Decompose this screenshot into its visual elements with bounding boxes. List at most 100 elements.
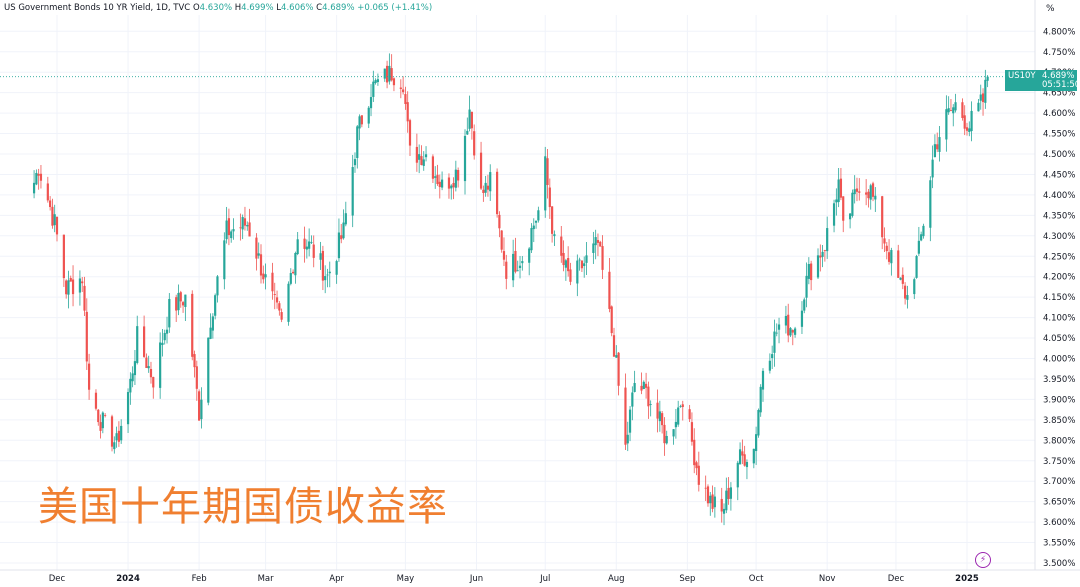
- candle-body: [337, 232, 341, 259]
- x-tick-label: Jun: [469, 574, 483, 584]
- candle-body: [986, 76, 989, 81]
- price-tag-price: 4.689%: [1042, 71, 1075, 81]
- candle-body: [583, 263, 586, 267]
- y-tick-label: 4.650%: [1043, 89, 1075, 99]
- y-tick-label: 3.550%: [1043, 539, 1075, 549]
- candle-body: [452, 182, 455, 188]
- axis-unit-label[interactable]: %: [1046, 4, 1055, 14]
- candle-body: [663, 424, 666, 444]
- candle-body: [775, 332, 778, 334]
- candle-body: [257, 253, 260, 256]
- candle-body: [239, 227, 242, 229]
- candle-body: [120, 425, 123, 441]
- candle-body: [175, 297, 178, 311]
- candle-body: [241, 217, 244, 230]
- candle-body: [899, 277, 902, 280]
- candle-body: [777, 324, 781, 330]
- last-price-tag: US10Y 4.689% 05:51:50: [1005, 70, 1080, 91]
- chart-legend: US Government Bonds 10 YR Yield, 1D, TVC…: [4, 3, 432, 13]
- candle-body: [473, 131, 476, 156]
- candle-body: [949, 110, 953, 111]
- candle-body: [115, 433, 118, 441]
- candle-body: [214, 295, 217, 316]
- candle-body: [887, 252, 891, 262]
- candle-body: [755, 434, 758, 452]
- candle-body: [551, 206, 554, 234]
- y-tick-label: 3.700%: [1043, 477, 1075, 487]
- candle-body: [981, 93, 985, 103]
- candle-body: [874, 195, 877, 200]
- candle-body: [463, 135, 467, 182]
- candle-body: [184, 294, 187, 307]
- candle-body: [466, 130, 469, 135]
- candle-body: [275, 297, 279, 303]
- candle-body: [803, 299, 806, 311]
- candle-body: [159, 342, 162, 388]
- candle-body: [518, 265, 522, 268]
- candle-body: [326, 274, 329, 276]
- candle-body: [729, 487, 733, 499]
- candle-body: [901, 274, 904, 284]
- candle-body: [340, 235, 343, 240]
- y-tick-label: 3.850%: [1043, 416, 1075, 426]
- candle-body: [420, 156, 423, 165]
- candle-body: [97, 409, 100, 423]
- candle-body: [356, 126, 359, 159]
- candle-body: [165, 329, 169, 334]
- candle-body: [548, 187, 551, 208]
- candle-body: [631, 392, 634, 407]
- y-tick-label: 4.300%: [1043, 232, 1075, 242]
- candle-body: [248, 222, 251, 237]
- candle-body: [800, 310, 804, 327]
- candle-body: [470, 111, 473, 129]
- candle-body: [223, 240, 226, 280]
- candle-body: [674, 421, 677, 428]
- candle-body: [725, 490, 728, 511]
- candle-body: [920, 234, 923, 241]
- candle-body: [232, 229, 235, 232]
- lightning-icon[interactable]: ⚡: [975, 552, 991, 568]
- candle-body: [612, 335, 616, 357]
- candle-body: [947, 108, 950, 113]
- horizontal-gridlines: [0, 30, 1035, 564]
- candle-body: [768, 360, 771, 371]
- candle-body: [447, 177, 451, 189]
- candle-body: [489, 172, 492, 192]
- candle-body: [179, 292, 182, 302]
- y-tick-label: 3.500%: [1043, 559, 1075, 569]
- candle-body: [308, 241, 311, 249]
- candle-body: [46, 183, 49, 201]
- candle-body: [230, 231, 233, 239]
- candle-body: [296, 239, 299, 255]
- candle-body: [468, 109, 471, 129]
- candle-body: [865, 192, 868, 195]
- candle-body: [915, 256, 918, 278]
- candle-body: [917, 240, 920, 254]
- y-tick-label: 4.550%: [1043, 130, 1075, 140]
- candle-body: [537, 210, 540, 221]
- candle-body: [534, 220, 538, 223]
- candle-body: [376, 79, 380, 83]
- time-axis-labels[interactable]: Dec 2024 Feb Mar Apr May Jun Jul Aug Sep Oct Nov Dec…: [49, 574, 979, 584]
- candle-body: [965, 127, 969, 131]
- candle-body: [592, 243, 595, 253]
- y-tick-label: 4.600%: [1043, 109, 1075, 119]
- candle-body: [500, 230, 503, 250]
- candle-body: [81, 281, 84, 284]
- candle-body: [259, 254, 263, 276]
- symbol-description[interactable]: US Government Bonds 10 YR Yield, 1D, TVC: [4, 3, 191, 13]
- x-tick-label: Nov: [819, 574, 836, 584]
- y-tick-label: 4.750%: [1043, 48, 1075, 58]
- candle-body: [278, 303, 281, 311]
- overlay-title: 美国十年期国债收益率: [38, 484, 448, 530]
- candle-body: [294, 252, 297, 276]
- candle-body: [658, 411, 661, 422]
- candle-body: [390, 68, 393, 81]
- candle-body: [514, 250, 517, 272]
- candle-body: [644, 383, 648, 388]
- candle-body: [562, 252, 565, 266]
- candle-body: [977, 102, 980, 112]
- candle-body: [32, 182, 36, 194]
- price-axis-labels[interactable]: 3.500% 3.550% 3.600% 3.650% 3.700% 3.750% 3.80…: [1043, 27, 1075, 569]
